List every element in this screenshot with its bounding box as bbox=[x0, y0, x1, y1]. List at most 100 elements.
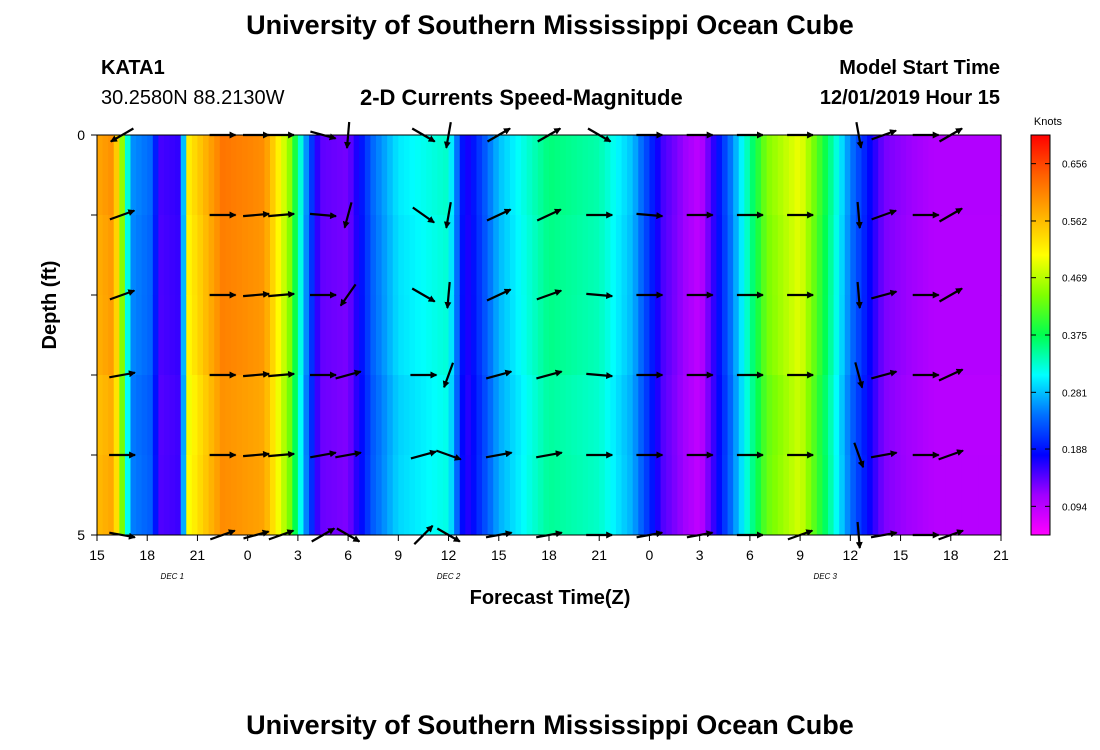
heatmap-cell bbox=[370, 295, 377, 376]
heatmap-cell bbox=[716, 135, 723, 216]
heatmap-cell bbox=[627, 455, 634, 536]
heatmap-cell bbox=[649, 215, 656, 296]
heatmap-cell bbox=[286, 135, 293, 216]
heatmap-cell bbox=[615, 135, 623, 216]
heatmap-cell bbox=[348, 455, 355, 536]
heatmap-cell bbox=[158, 215, 165, 296]
heatmap-cell bbox=[487, 375, 494, 456]
heatmap-cell bbox=[632, 375, 639, 456]
heatmap-cell bbox=[671, 215, 678, 296]
heatmap-cell bbox=[582, 375, 589, 456]
heatmap-cell bbox=[655, 215, 662, 296]
heatmap-cell bbox=[208, 295, 215, 376]
heatmap-cell bbox=[844, 375, 851, 456]
heatmap-cell bbox=[671, 455, 678, 536]
heatmap-cell bbox=[537, 455, 545, 536]
heatmap-cell bbox=[186, 215, 193, 296]
heatmap-cell bbox=[883, 375, 890, 456]
heatmap-cell bbox=[141, 135, 148, 216]
heatmap-cell bbox=[560, 295, 567, 376]
current-vector-arrow bbox=[310, 450, 337, 459]
heatmap-cell bbox=[850, 455, 857, 536]
heatmap-cell bbox=[376, 375, 383, 456]
heatmap-cell bbox=[811, 215, 818, 296]
heatmap-cell bbox=[504, 455, 511, 536]
heatmap-cell bbox=[275, 455, 282, 536]
heatmap-cell bbox=[448, 135, 455, 216]
heatmap-cell bbox=[855, 215, 863, 296]
heatmap-cell bbox=[839, 295, 846, 376]
heatmap-cell bbox=[309, 375, 316, 456]
heatmap-cell bbox=[783, 375, 790, 456]
heatmap-cell bbox=[989, 295, 997, 376]
heatmap-cell bbox=[643, 375, 651, 456]
heatmap-cell bbox=[599, 135, 606, 216]
heatmap-cell bbox=[325, 135, 332, 216]
heatmap-cell bbox=[961, 375, 969, 456]
heatmap-cell bbox=[537, 375, 545, 456]
heatmap-cell bbox=[699, 375, 706, 456]
heatmap-cell bbox=[733, 295, 740, 376]
heatmap-cell bbox=[822, 215, 829, 296]
heatmap-cell bbox=[281, 215, 288, 296]
heatmap-cell bbox=[889, 375, 896, 456]
heatmap-cell bbox=[214, 455, 221, 536]
heatmap-cell bbox=[855, 295, 863, 376]
heatmap-cell bbox=[956, 455, 963, 536]
heatmap-cell bbox=[141, 455, 148, 536]
heatmap-cell bbox=[805, 215, 812, 296]
heatmap-cell bbox=[939, 375, 946, 456]
heatmap-cell bbox=[705, 375, 712, 456]
day-label: DEC 2 bbox=[437, 572, 461, 581]
heatmap-cell bbox=[442, 295, 450, 376]
heatmap-cell bbox=[554, 375, 561, 456]
heatmap-cell bbox=[442, 215, 450, 296]
heatmap-cell bbox=[236, 215, 243, 296]
heatmap-cell bbox=[325, 215, 332, 296]
heatmap-cell bbox=[230, 215, 238, 296]
heatmap-cell bbox=[297, 375, 305, 456]
heatmap-cell bbox=[147, 135, 154, 216]
heatmap-cell bbox=[431, 215, 438, 296]
heatmap-cell bbox=[242, 455, 249, 536]
heatmap-cell bbox=[236, 295, 243, 376]
current-vector-arrow bbox=[854, 362, 864, 389]
heatmap-cell bbox=[995, 135, 1002, 216]
heatmap-cell bbox=[437, 375, 444, 456]
heatmap-cell bbox=[560, 455, 567, 536]
heatmap-cell bbox=[588, 215, 595, 296]
heatmap-cell bbox=[264, 455, 271, 536]
heatmap-cell bbox=[894, 215, 902, 296]
heatmap-cell bbox=[448, 455, 455, 536]
heatmap-cell bbox=[660, 135, 667, 216]
x-tick-label: 9 bbox=[394, 547, 402, 563]
heatmap-cell bbox=[593, 295, 600, 376]
heatmap-cell bbox=[130, 295, 137, 376]
heatmap-cell bbox=[755, 215, 762, 296]
heatmap-cell bbox=[113, 375, 120, 456]
heatmap-cell bbox=[727, 455, 734, 536]
heatmap-cell bbox=[197, 455, 204, 536]
heatmap-cell bbox=[744, 135, 751, 216]
heatmap-cell bbox=[359, 295, 366, 376]
heatmap-cell bbox=[828, 295, 835, 376]
heatmap-cell bbox=[660, 375, 667, 456]
heatmap-cell bbox=[482, 135, 489, 216]
heatmap-cell bbox=[230, 375, 238, 456]
heatmap-cell bbox=[208, 375, 215, 456]
heatmap-cell bbox=[253, 295, 260, 376]
heatmap-cell bbox=[928, 375, 935, 456]
heatmap-cell bbox=[163, 455, 171, 536]
heatmap-cell bbox=[320, 455, 327, 536]
heatmap-cell bbox=[788, 375, 796, 456]
heatmap-cell bbox=[158, 455, 165, 536]
heatmap-cell bbox=[621, 295, 628, 376]
heatmap-cell bbox=[721, 375, 729, 456]
heatmap-cell bbox=[526, 455, 533, 536]
heatmap-cell bbox=[649, 455, 656, 536]
heatmap-cell bbox=[906, 135, 913, 216]
heatmap-cell bbox=[911, 375, 918, 456]
current-vector-arrow bbox=[536, 450, 563, 459]
heatmap-cell bbox=[794, 215, 801, 296]
heatmap-cell bbox=[493, 135, 500, 216]
